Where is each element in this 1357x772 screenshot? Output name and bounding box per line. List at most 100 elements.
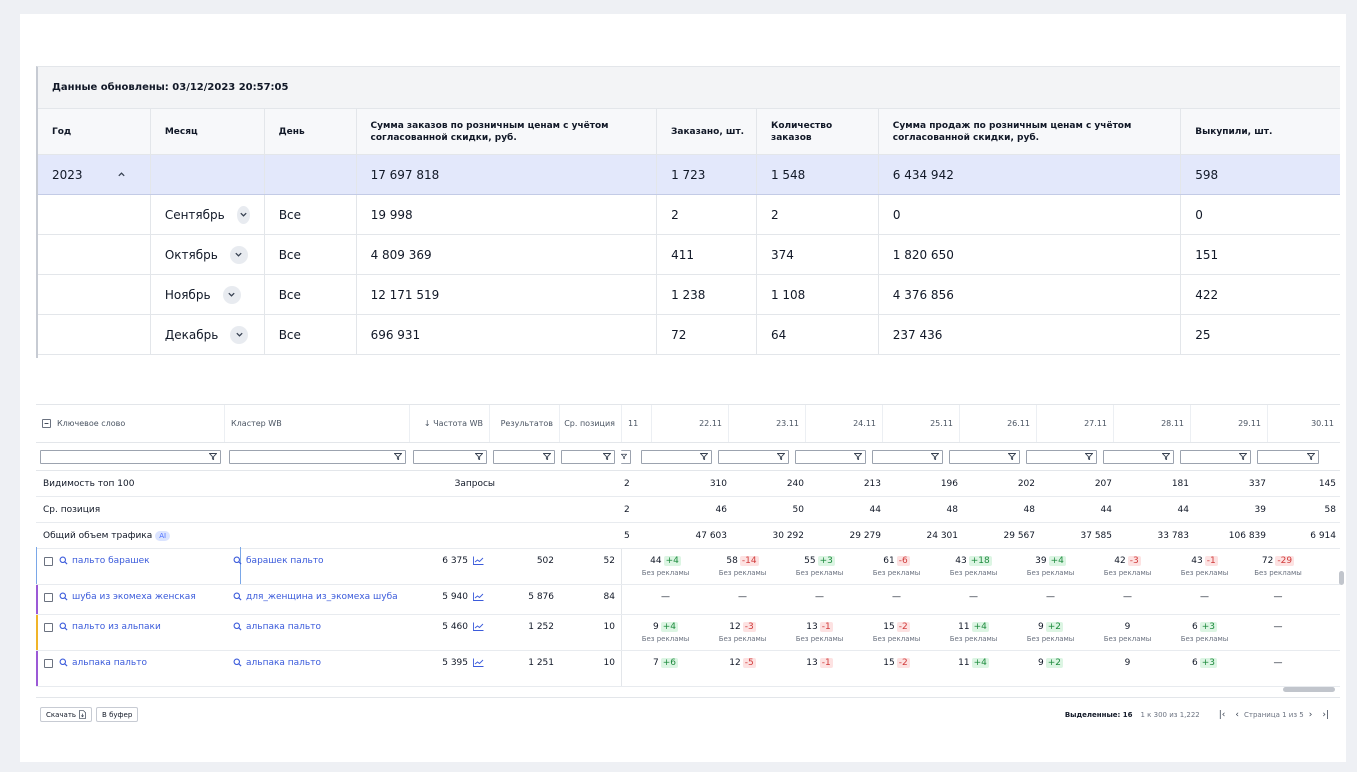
col-month-header[interactable]: Месяц [151, 109, 265, 154]
col-day-header[interactable]: 24.11 [806, 405, 883, 442]
col-keyword-header[interactable]: Ключевое слово [36, 405, 225, 442]
search-icon[interactable] [59, 658, 68, 667]
col-day-header[interactable]: 23.11 [729, 405, 806, 442]
day-filter-input[interactable] [718, 449, 789, 464]
download-button[interactable]: Скачать [40, 707, 93, 722]
col-sum-sales-header[interactable]: Сумма продаж по розничным ценам с учётом… [879, 109, 1182, 154]
ai-badge[interactable]: AI [155, 530, 171, 541]
col-day-header[interactable]: 28.11 [1114, 405, 1191, 442]
table-row[interactable]: альпака пальто альпака пальто 5 395 1 25… [36, 651, 1340, 687]
col-freq-header[interactable]: ↓ Частота WB [410, 405, 490, 442]
cut-filter-input[interactable] [621, 449, 631, 464]
col-avg-pos-header[interactable]: Ср. позиция [560, 405, 622, 442]
select-all-checkbox[interactable] [42, 419, 51, 428]
day-filter-input[interactable] [1257, 449, 1319, 464]
row-checkbox[interactable] [44, 557, 53, 566]
filter-icon[interactable] [209, 453, 217, 460]
day-filter-input[interactable] [1103, 449, 1174, 464]
col-day-header[interactable]: 30.11 [1311, 419, 1334, 428]
row-checkbox[interactable] [44, 623, 53, 632]
day-filter-input[interactable] [1026, 449, 1097, 464]
filter-icon[interactable] [543, 453, 551, 460]
search-icon[interactable] [233, 658, 242, 667]
search-icon[interactable] [233, 556, 242, 565]
col-cluster-header[interactable]: Кластер WB [225, 405, 410, 442]
day-filter-input[interactable] [949, 449, 1020, 464]
col-day-header[interactable]: 27.11 [1037, 405, 1114, 442]
search-icon[interactable] [59, 556, 68, 565]
col-year-header[interactable]: Год [38, 109, 151, 154]
col-cut-header[interactable]: 11 [622, 405, 652, 442]
search-icon[interactable] [233, 622, 242, 631]
prev-page-icon[interactable]: ‹ [1235, 709, 1240, 720]
chart-icon[interactable] [473, 622, 484, 631]
freq-filter-input[interactable] [413, 449, 487, 464]
filter-icon[interactable] [394, 453, 402, 460]
table-row[interactable]: пальто барашек барашек пальто 6 375 502 … [36, 549, 1340, 585]
filter-icon[interactable] [621, 453, 627, 460]
chevron-down-icon[interactable] [230, 325, 249, 344]
keyword-link[interactable]: шуба из экомеха женская [72, 592, 196, 602]
filter-icon[interactable] [854, 453, 862, 460]
col-order-count-header[interactable]: Количество заказов [757, 109, 879, 154]
chart-icon[interactable] [473, 658, 484, 667]
chevron-down-icon[interactable] [222, 285, 241, 304]
horizontal-scrollbar[interactable] [1283, 687, 1335, 692]
vertical-scrollbar[interactable] [1339, 571, 1344, 585]
col-day-header[interactable]: 29.11 [1191, 405, 1268, 442]
filter-icon[interactable] [1162, 453, 1170, 460]
avg-pos-filter-input[interactable] [561, 449, 615, 464]
filter-icon[interactable] [475, 453, 483, 460]
filter-icon[interactable] [931, 453, 939, 460]
first-page-icon[interactable]: |‹ [1218, 709, 1226, 720]
last-page-icon[interactable]: ›| [1322, 709, 1329, 720]
col-day-header[interactable]: День [265, 109, 357, 154]
chevron-down-icon[interactable] [236, 205, 250, 224]
month-row[interactable]: Октябрь Все 4 809 369 411 374 1 820 650 … [38, 235, 1340, 275]
day-filter-input[interactable] [1180, 449, 1251, 464]
month-row[interactable]: Декабрь Все 696 931 72 64 237 436 25 [38, 315, 1340, 355]
chevron-up-icon[interactable] [113, 166, 131, 184]
col-sum-orders-header[interactable]: Сумма заказов по розничным ценам с учёто… [357, 109, 657, 154]
results-filter-input[interactable] [493, 449, 555, 464]
col-ordered-header[interactable]: Заказано, шт. [657, 109, 757, 154]
table-row[interactable]: шуба из экомеха женская для_женщина из_э… [36, 585, 1340, 615]
day-filter-input[interactable] [872, 449, 943, 464]
copy-to-clipboard-button[interactable]: В буфер [96, 707, 139, 722]
col-day-header[interactable]: 26.11 [960, 405, 1037, 442]
filter-icon[interactable] [1239, 453, 1247, 460]
day-filter-input[interactable] [795, 449, 866, 464]
search-icon[interactable] [233, 592, 242, 601]
filter-icon[interactable] [777, 453, 785, 460]
row-checkbox[interactable] [44, 659, 53, 668]
keyword-link[interactable]: пальто барашек [72, 556, 150, 566]
chart-icon[interactable] [473, 592, 484, 601]
month-row[interactable]: Сентябрь Все 19 998 2 2 0 0 [38, 195, 1340, 235]
keyword-link[interactable]: альпака пальто [72, 658, 147, 668]
search-icon[interactable] [59, 622, 68, 631]
year-total-row[interactable]: 2023 17 697 818 1 723 1 548 6 434 942 59… [38, 155, 1340, 195]
col-results-header[interactable]: Результатов [490, 405, 560, 442]
cluster-filter-input[interactable] [229, 449, 406, 464]
col-day-header[interactable]: 25.11 [883, 405, 960, 442]
chevron-down-icon[interactable] [229, 245, 248, 264]
day-filter-input[interactable] [641, 449, 712, 464]
search-icon[interactable] [59, 592, 68, 601]
filter-icon[interactable] [1085, 453, 1093, 460]
row-checkbox[interactable] [44, 593, 53, 602]
keyword-filter-input[interactable] [40, 449, 221, 464]
cluster-link[interactable]: барашек пальто [246, 556, 324, 566]
chart-icon[interactable] [473, 556, 484, 565]
cluster-link[interactable]: альпака пальто [246, 658, 321, 668]
filter-icon[interactable] [603, 453, 611, 460]
table-row[interactable]: пальто из альпаки альпака пальто 5 460 1… [36, 615, 1340, 651]
col-bought-header[interactable]: Выкупили, шт. [1195, 126, 1273, 137]
cluster-link[interactable]: альпака пальто [246, 622, 321, 632]
cluster-link[interactable]: для_женщина из_экомеха шуба [246, 592, 398, 602]
filter-icon[interactable] [1008, 453, 1016, 460]
filter-icon[interactable] [1307, 453, 1315, 460]
filter-icon[interactable] [700, 453, 708, 460]
col-day-header[interactable]: 22.11 [652, 405, 729, 442]
next-page-icon[interactable]: › [1308, 709, 1313, 720]
month-row[interactable]: Ноябрь Все 12 171 519 1 238 1 108 4 376 … [38, 275, 1340, 315]
